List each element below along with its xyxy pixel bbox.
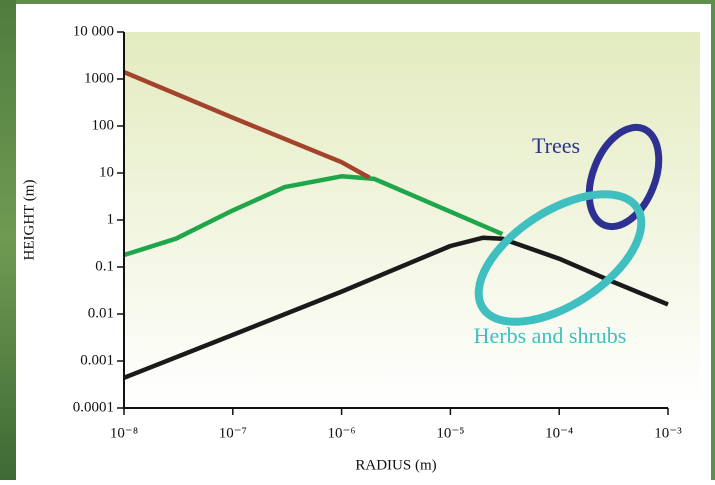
y-tick-label: 10 000 (73, 23, 114, 39)
y-tick-label: 1 (107, 211, 115, 227)
series-line (123, 174, 504, 258)
plot-area (124, 32, 700, 408)
x-tick-label: 10⁻⁸ (110, 425, 138, 441)
series-line (123, 70, 371, 180)
y-tick-label: 0.001 (80, 352, 114, 368)
y-tick-label: 0.1 (95, 258, 114, 274)
annotation: Herbs and shrubs (474, 323, 627, 348)
left-border (0, 0, 16, 480)
y-tick-label: 0.0001 (73, 399, 114, 415)
x-tick-label: 10⁻⁶ (328, 425, 356, 441)
y-tick-label: 100 (92, 117, 115, 133)
x-axis-label: RADIUS (m) (355, 457, 436, 473)
x-tick-label: 10⁻⁴ (545, 425, 573, 441)
y-tick-label: 0.01 (88, 305, 114, 321)
series-line (123, 235, 669, 380)
marks (123, 70, 669, 380)
annotation: Trees (532, 133, 580, 158)
x-tick-label: 10⁻⁵ (436, 425, 464, 441)
x-tick-label: 10⁻³ (654, 425, 682, 441)
right-border (711, 0, 715, 480)
top-border (0, 0, 715, 4)
y-tick-label: 10 (99, 164, 114, 180)
y-axis-label: HEIGHT (m) (21, 180, 37, 261)
x-tick-label: 10⁻⁷ (219, 425, 247, 441)
y-tick-label: 1000 (84, 70, 114, 86)
herbs-region (474, 190, 646, 326)
trees-region (585, 123, 663, 231)
